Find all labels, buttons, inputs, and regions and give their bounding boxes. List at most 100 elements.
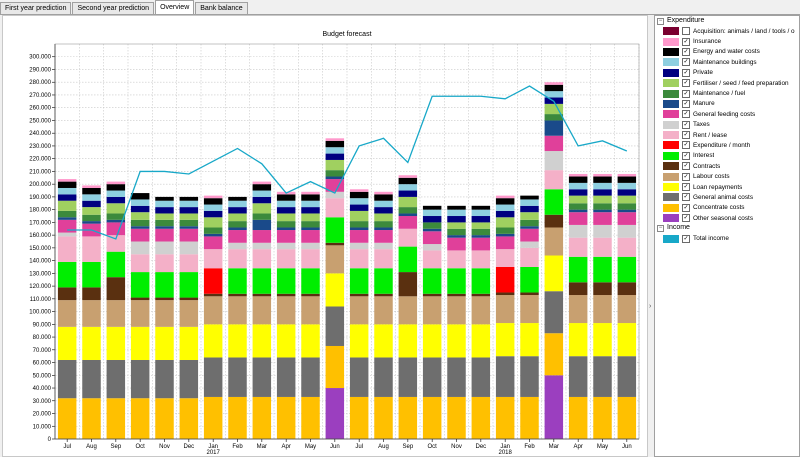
bar-segment: [252, 296, 272, 325]
legend-checkbox[interactable]: ✓: [682, 131, 690, 140]
legend-item[interactable]: ✓ Concentrate costs: [655, 203, 799, 213]
legend-checkbox[interactable]: ✓: [682, 79, 690, 88]
legend-swatch: [663, 99, 679, 108]
legend-checkbox[interactable]: ✓: [682, 58, 690, 67]
x-tick-label: Jul: [355, 444, 363, 450]
legend-item[interactable]: ✓ Total income: [655, 233, 799, 243]
legend-checkbox[interactable]: ✓: [682, 193, 690, 202]
bar-segment: [520, 396, 539, 439]
bar-segment: [374, 207, 393, 214]
bar-segment: [57, 236, 77, 262]
collapse-icon[interactable]: −: [657, 224, 664, 232]
legend-item[interactable]: ✓ Manure: [655, 99, 799, 109]
legend-checkbox[interactable]: ✓: [682, 99, 690, 108]
plot-frame: [54, 43, 640, 440]
bar-segment: [82, 261, 101, 288]
bar-segment: [301, 268, 320, 294]
bar-segment: [130, 205, 150, 213]
collapse-icon[interactable]: −: [657, 17, 664, 25]
legend-checkbox[interactable]: ✓: [682, 47, 690, 56]
bar-segment: [301, 221, 320, 228]
legend-checkbox[interactable]: [682, 27, 690, 36]
legend-item[interactable]: ✓ Labour costs: [655, 171, 799, 181]
legend-checkbox[interactable]: ✓: [682, 162, 690, 171]
bar-segment: [57, 360, 77, 399]
legend-group-expenditure[interactable]: − Expenditure: [655, 16, 799, 26]
bar-segment: [228, 296, 247, 325]
bar-segment: [349, 210, 369, 222]
legend-checkbox[interactable]: ✓: [682, 110, 690, 119]
bar-segment: [374, 213, 393, 222]
bar-segment: [398, 184, 418, 191]
bar-segment: [203, 236, 223, 250]
bar-segment: [325, 140, 345, 148]
tab-first-year-prediction[interactable]: First year prediction: [0, 2, 72, 14]
bar-segment: [447, 222, 466, 229]
x-tick-label: Nov: [451, 444, 462, 450]
y-tick-label: 90.000: [33, 322, 52, 328]
bar-segment: [203, 195, 223, 199]
legend-swatch: [663, 162, 679, 171]
legend-item[interactable]: ✓ Expenditure / month: [655, 140, 799, 150]
bar-segment: [179, 297, 199, 301]
legend-item[interactable]: ✓ Rent / lease: [655, 130, 799, 140]
bar-segment: [617, 295, 637, 324]
legend-checkbox[interactable]: ✓: [682, 234, 690, 243]
legend-checkbox[interactable]: ✓: [682, 172, 690, 181]
legend-item[interactable]: ✓ Fertiliser / seed / feed preparation: [655, 78, 799, 88]
legend-checkbox[interactable]: ✓: [682, 68, 690, 77]
bar-segment: [228, 227, 247, 231]
total-income-line: [67, 85, 628, 240]
bar-segment: [252, 293, 272, 297]
bar-segment: [617, 356, 637, 397]
tab-overview[interactable]: Overview: [155, 0, 195, 14]
legend-checkbox[interactable]: ✓: [682, 183, 690, 192]
bar-segment: [155, 228, 174, 242]
legend-checkbox[interactable]: ✓: [682, 37, 690, 46]
bar-segment: [495, 356, 515, 397]
bar-segment: [228, 196, 247, 201]
legend-item[interactable]: Acquisition: animals / land / tools / o: [655, 26, 799, 36]
bar-segment: [228, 268, 247, 294]
legend-checkbox[interactable]: ✓: [682, 141, 690, 150]
legend-item[interactable]: ✓ General animal costs: [655, 192, 799, 202]
legend-item[interactable]: ✓ Insurance: [655, 36, 799, 46]
bar-segment: [82, 187, 101, 195]
bar-segment: [57, 261, 77, 288]
bar-segment: [568, 323, 588, 357]
legend-item[interactable]: ✓ Energy and water costs: [655, 47, 799, 57]
bar-segment: [57, 232, 77, 237]
legend-item[interactable]: ✓ Contracts: [655, 161, 799, 171]
legend-checkbox[interactable]: ✓: [682, 214, 690, 223]
legend-item[interactable]: ✓ Taxes: [655, 120, 799, 130]
legend-item[interactable]: ✓ Interest: [655, 151, 799, 161]
splitter[interactable]: ›: [648, 15, 654, 455]
legend-checkbox[interactable]: ✓: [682, 89, 690, 98]
bar-segment: [544, 91, 564, 98]
bar-segment: [495, 266, 515, 293]
bar-segment: [276, 207, 296, 214]
bar-segment: [203, 210, 223, 218]
legend-group-income[interactable]: − Income: [655, 223, 799, 233]
legend-item[interactable]: ✓ Other seasonal costs: [655, 213, 799, 223]
legend-label: Fertiliser / seed / feed preparation: [693, 79, 789, 87]
bar-segment: [374, 242, 393, 250]
bar-segment: [106, 196, 126, 204]
bar-segment: [544, 103, 564, 115]
legend-item[interactable]: ✓ Loan repayments: [655, 182, 799, 192]
legend-checkbox[interactable]: ✓: [682, 120, 690, 129]
bar-segment: [301, 230, 320, 243]
tab-bank-balance[interactable]: Bank balance: [195, 2, 248, 14]
y-tick-label: 130.000: [29, 271, 51, 277]
legend-checkbox[interactable]: ✓: [682, 151, 690, 160]
splitter-arrow-icon[interactable]: ›: [649, 303, 652, 310]
bar-segment: [568, 209, 588, 213]
bar-segment: [325, 153, 345, 160]
legend-item[interactable]: ✓ Maintenance / fuel: [655, 88, 799, 98]
tab-second-year-prediction[interactable]: Second year prediction: [72, 2, 155, 14]
legend-item[interactable]: ✓ Maintenance buildings: [655, 57, 799, 67]
legend-checkbox[interactable]: ✓: [682, 203, 690, 212]
legend-item[interactable]: ✓ General feeding costs: [655, 109, 799, 119]
legend-item[interactable]: ✓ Private: [655, 68, 799, 78]
bar-segment: [252, 230, 272, 243]
